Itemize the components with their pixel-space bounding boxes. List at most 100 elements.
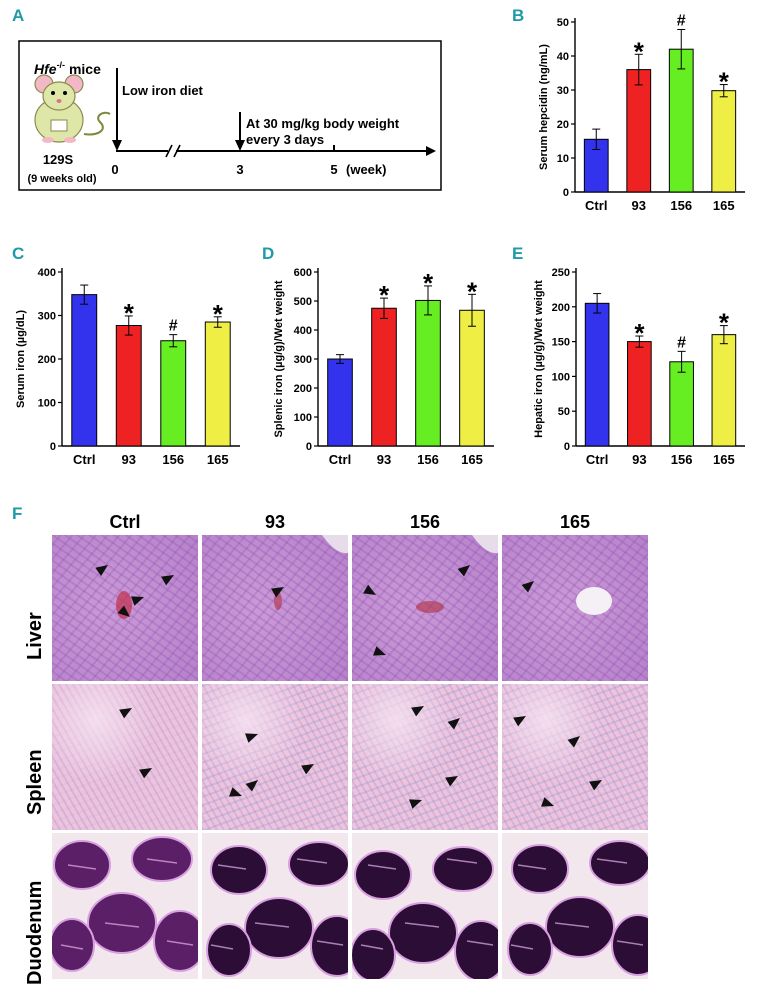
timeline-unit: (week) [346,162,386,177]
arrowhead-icon [245,733,258,743]
chart-c-category-label-2: 156 [162,452,184,467]
chart-d-y-tick-label-3: 300 [294,354,312,366]
chart-b-y-tick-label-0: 0 [563,187,569,199]
chart-d-y-tick-label-0: 0 [306,441,312,453]
arrowhead-icon [589,780,602,791]
micrograph-spleen-156 [352,684,498,830]
histology-column-156: 156 [409,512,441,532]
chart-d-significance-marker-1: * [379,280,390,310]
histology-row-duodenum: Duodenum [24,880,46,985]
chart-e-bar-0 [584,302,610,447]
event-dose-line2: every 3 days [246,132,324,147]
chart-b-y-axis-label: Serum hepcidin (ng/mL) [538,44,550,170]
arrowhead-icon [131,596,144,606]
micrograph-duodenum-93 [202,833,348,979]
micrograph-overlay-liver-93 [271,535,348,610]
arrowhead-icon [139,768,152,779]
panel-label-a: A [12,6,25,25]
timeline-arrowhead [426,146,436,156]
arrowhead-icon [119,708,132,719]
panel-label-b: B [512,6,525,25]
chart-b-significance-marker-2: # [677,12,686,29]
chart-e-y-tick-label-5: 250 [552,267,570,279]
chart-c-bar-3 [204,321,231,447]
timeline-label-5: 5 [330,162,337,177]
panel-label-e: E [512,244,524,263]
chart-c-category-label-1: 93 [122,452,136,467]
chart-b-y-tick-label-1: 10 [557,153,569,165]
mouse-genotype-label: Hfe-/- mice [34,60,101,77]
micrograph-spleen-165 [502,684,648,830]
chart-d-y-tick-label-5: 500 [294,296,312,308]
arrowhead-icon [229,787,242,797]
arrowhead-icon [457,565,470,577]
micrograph-liver-165 [502,535,648,681]
micrograph-liver-156 [352,535,498,681]
micrograph-overlay-spleen-93 [229,733,314,797]
arrowhead-icon [411,706,424,717]
micrograph-duodenum-ctrl [52,833,198,979]
chart-d-category-label-1: 93 [377,452,391,467]
chart-e-category-label-1: 93 [632,452,646,467]
chart-d-y-tick-label-1: 100 [294,412,312,424]
micrograph-overlay-spleen-156 [409,706,460,809]
arrowhead-icon [567,736,580,748]
chart-e-category-label-0: Ctrl [586,452,608,467]
chart-d-bar-1 [371,307,397,447]
chart-e-bar-1 [627,341,652,447]
chart-e-y-axis-label: Hepatic iron (µg/g)/Wet weight [533,280,545,438]
event-dose-line1: At 30 mg/kg body weight [246,116,400,131]
arrowhead-icon [513,716,526,727]
arrowhead-icon [271,587,284,598]
histology-row-spleen: Spleen [24,749,46,815]
micrograph-overlay-duodenum-156 [352,846,498,979]
chart-c-category-label-3: 165 [207,452,229,467]
panel-label-f: F [12,504,23,523]
treatment-start-arrowhead [235,140,245,151]
micrograph-spleen-ctrl [52,684,198,830]
chart-e-y-tick-label-1: 50 [558,406,570,418]
chart-d-y-tick-label-2: 200 [294,383,312,395]
chart-d-significance-marker-2: * [423,268,434,298]
chart-b-category-label-1: 93 [632,198,646,213]
chart-e-y-tick-label-2: 100 [552,371,570,383]
panel-label-c: C [12,244,25,263]
arrowhead-icon [245,780,258,792]
micrograph-overlay-duodenum-165 [507,840,648,976]
chart-b-y-tick-label-2: 20 [557,119,569,131]
chart-b-y-tick-label-4: 40 [557,51,569,63]
chart-d-y-tick-label-4: 400 [294,325,312,337]
arrowhead-icon [373,646,386,656]
chart-b-bar-1 [626,69,652,193]
chart-d-y-tick-label-6: 600 [294,267,312,279]
micrograph-overlay-spleen-165 [513,716,602,807]
chart-d-bar-0 [327,358,353,447]
micrograph-overlay-duodenum-93 [206,841,348,977]
chart-e-category-label-2: 156 [671,452,693,467]
chart-c-significance-marker-3: * [213,299,224,329]
histology-column-165: 165 [559,512,591,532]
chart-serum-hepcidin: Serum hepcidin (ng/mL) 0 10 20 30 40 50 Ctrl * 93… [538,12,745,213]
chart-e-bar-3 [711,334,737,447]
chart-c-category-label-0: Ctrl [73,452,95,467]
chart-d-bar-3 [459,309,485,447]
arrowhead-icon [117,605,130,617]
chart-c-y-tick-label-4: 400 [38,267,56,279]
arrowhead-icon [521,581,534,593]
micrograph-liver-93 [202,535,348,681]
micrograph-overlay-liver-ctrl [95,565,174,619]
arrowhead-icon [363,584,376,595]
chart-e-bar-2 [669,361,694,447]
schematic-frame [18,40,442,191]
chart-b-significance-marker-3: * [719,67,730,97]
mouse-age-label: (9 weeks old) [27,173,96,185]
chart-d-category-label-0: Ctrl [329,452,351,467]
arrowhead-icon [541,797,554,807]
chart-c-y-tick-label-0: 0 [50,441,56,453]
chart-b-category-label-0: Ctrl [585,198,607,213]
chart-d-significance-marker-3: * [467,276,478,306]
timeline-label-0: 0 [111,162,118,177]
histology-column-ctrl: Ctrl [109,512,141,532]
chart-serum-iron: Serum iron (µg/dL) 0 100 200 300 400 Ctrl * 93 #1… [15,267,240,467]
timeline-break-2 [173,144,181,158]
